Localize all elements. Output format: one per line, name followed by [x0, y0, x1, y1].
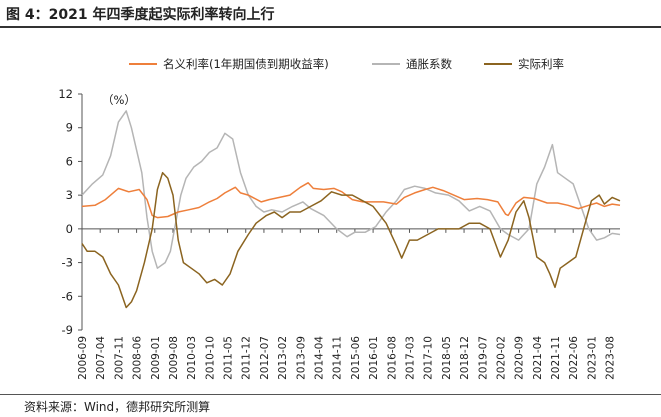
- x-tick-label: 2007-04: [95, 336, 107, 380]
- x-tick-label: 2010-10: [204, 336, 216, 380]
- y-tick-label: 9: [66, 121, 73, 135]
- x-tick-label: 2019-07: [477, 336, 489, 380]
- legend-label-nominal: 名义利率(1年期国债到期收益率): [163, 57, 329, 71]
- x-tick-label: 2021-04: [532, 336, 544, 380]
- series-lines: [81, 110, 621, 309]
- x-tick-label: 2010-03: [186, 336, 198, 380]
- x-tick-label: 2014-04: [314, 336, 326, 380]
- x-tick-label: 2016-01: [368, 336, 380, 380]
- x-tick-label: 2015-06: [350, 336, 362, 380]
- y-tick-label: -3: [62, 256, 73, 270]
- y-tick-label: 6: [66, 154, 73, 168]
- x-tick-label: 2012-07: [259, 336, 271, 380]
- source-note: 资料来源：Wind，德邦研究所测算: [24, 400, 211, 414]
- x-tick-label: 2018-12: [459, 336, 471, 380]
- x-tick-label: 2021-11: [550, 336, 562, 380]
- x-tick-label: 2011-12: [241, 336, 253, 380]
- x-tick-label: 2014-11: [332, 336, 344, 380]
- y-unit-label: （%）: [102, 93, 136, 107]
- legend-label-real: 实际利率: [518, 57, 564, 71]
- x-tick-label: 2023-01: [586, 336, 598, 380]
- y-tick-label: 0: [66, 222, 73, 236]
- x-tick-label: 2008-06: [132, 336, 144, 380]
- x-tick-label: 2013-02: [277, 336, 289, 380]
- series-line-nominal: [81, 182, 621, 219]
- x-tick-label: 2022-06: [568, 336, 580, 380]
- y-tick-label: 12: [58, 87, 73, 101]
- x-tick-label: 2020-02: [495, 336, 507, 380]
- y-tick-label: -9: [62, 323, 73, 337]
- x-tick-label: 2013-09: [295, 336, 307, 380]
- x-tick-label: 2011-05: [223, 336, 235, 380]
- figure-title: 图 4：2021 年四季度起实际利率转向上行: [6, 7, 275, 23]
- axes: -9 -6 -3 0 3 6 9 12 2006-09 2007-04 2007-11 2008-06…: [58, 87, 620, 380]
- x-tick-label: 2006-09: [77, 336, 89, 380]
- title-rule: [0, 26, 661, 28]
- x-tick-label: 2017-03: [404, 336, 416, 380]
- legend: 名义利率(1年期国债到期收益率) 通胀系数 实际利率: [129, 57, 564, 71]
- legend-label-inflation: 通胀系数: [406, 57, 452, 71]
- x-tick-label: 2018-05: [441, 336, 453, 380]
- y-tick-label: -6: [62, 289, 73, 303]
- source-rule: [0, 394, 661, 395]
- x-tick-label: 2009-01: [150, 336, 162, 380]
- series-line-inflation: [81, 110, 621, 269]
- x-tick-label: 2023-08: [605, 336, 617, 380]
- y-tick-label: 3: [66, 188, 73, 202]
- x-tick-label: 2016-08: [386, 336, 398, 380]
- x-tick-label: 2009-08: [168, 336, 180, 380]
- x-tick-label: 2007-11: [113, 336, 125, 380]
- x-tick-label: 2017-10: [423, 336, 435, 380]
- x-tick-label: 2020-09: [514, 336, 526, 380]
- series-line-real: [81, 171, 621, 309]
